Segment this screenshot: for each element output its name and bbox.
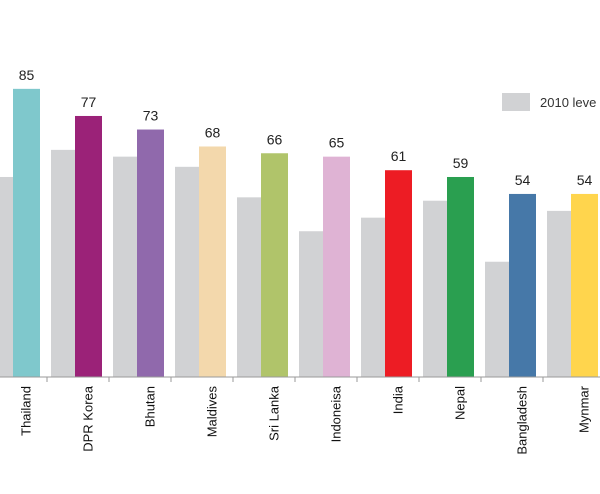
- bar-current: [13, 88, 40, 377]
- data-label: 66: [267, 131, 283, 147]
- category-label: Sri Lanka: [267, 385, 282, 441]
- bar-baseline: [51, 149, 76, 377]
- data-label: 61: [391, 148, 407, 164]
- bar-baseline: [547, 210, 572, 377]
- category-label: Bhutan: [143, 386, 158, 427]
- bar-baseline: [361, 217, 386, 377]
- bar-baseline: [485, 261, 510, 377]
- bar-baseline: [113, 156, 138, 377]
- bar-baseline: [423, 200, 448, 377]
- baseline-bars: [0, 149, 572, 377]
- bar-baseline: [175, 166, 200, 377]
- bar-baseline: [237, 197, 262, 377]
- category-label: Nepal: [453, 386, 468, 420]
- legend: 2010 leve: [502, 93, 596, 111]
- data-label: 54: [515, 172, 531, 188]
- data-label: 85: [19, 67, 35, 83]
- bar-current: [323, 156, 350, 377]
- category-label: Maldives: [205, 386, 220, 438]
- category-label: Indoneisa: [329, 385, 344, 442]
- data-label: 68: [205, 124, 221, 140]
- x-axis-ticks: [46, 377, 544, 382]
- bar-current: [199, 146, 226, 377]
- bar-current: [509, 193, 536, 377]
- legend-swatch: [502, 93, 530, 111]
- bar-baseline: [299, 231, 324, 377]
- bar-baseline: [0, 176, 14, 377]
- category-label: India: [391, 385, 406, 414]
- legend-label: 2010 leve: [540, 95, 596, 110]
- category-label: DPR Korea: [81, 385, 96, 452]
- category-label: Thailand: [19, 386, 34, 436]
- data-labels: 85 77 73 68 66 65 61 59 54 54: [19, 67, 593, 188]
- bar-current: [137, 129, 164, 377]
- data-label: 73: [143, 108, 159, 124]
- current-bars: [13, 88, 598, 377]
- category-label: Bangladesh: [515, 386, 530, 455]
- bar-current: [75, 115, 102, 377]
- bar-current: [385, 170, 412, 377]
- bar-current: [261, 153, 288, 377]
- category-labels: Thailand DPR Korea Bhutan Maldives Sri Lanka…: [19, 385, 592, 454]
- data-label: 54: [577, 172, 593, 188]
- data-label: 65: [329, 135, 345, 151]
- bar-current: [571, 193, 598, 377]
- data-label: 77: [81, 94, 97, 110]
- bar-current: [447, 176, 474, 377]
- data-label: 59: [453, 155, 469, 171]
- category-label: Mynmar: [577, 385, 592, 433]
